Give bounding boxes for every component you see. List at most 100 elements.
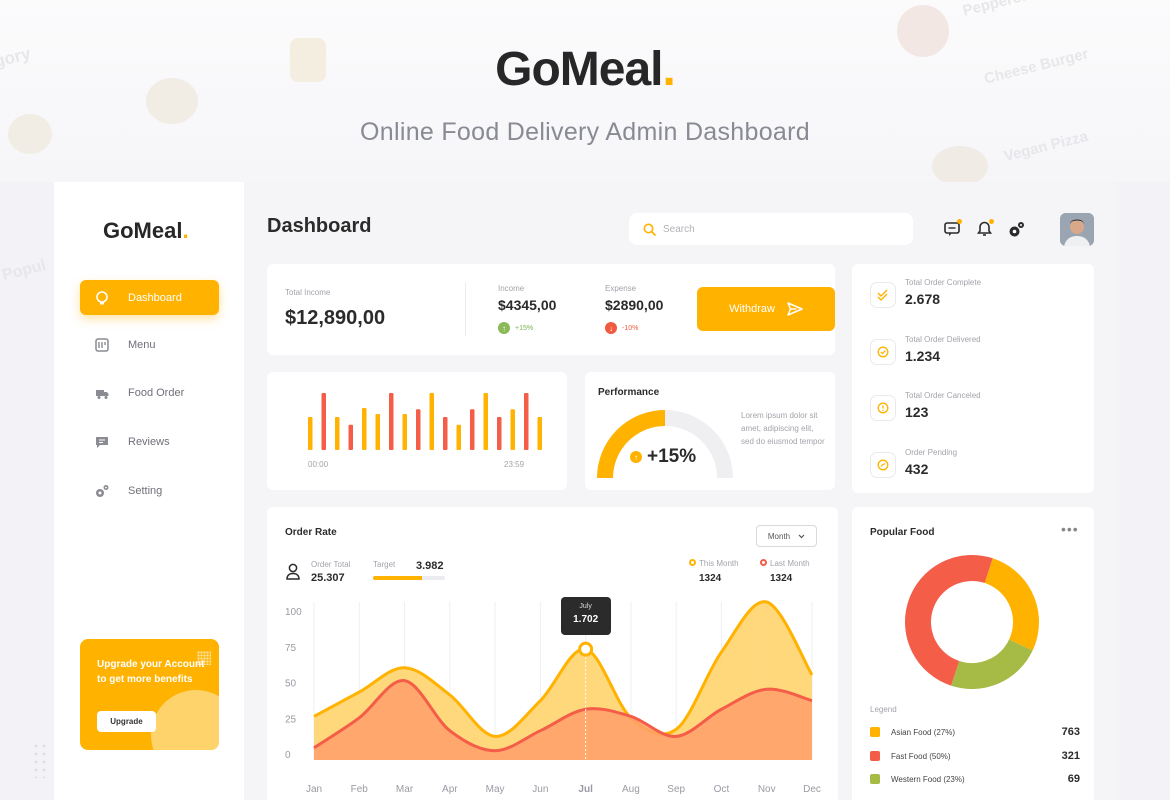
expense-value: $2890,00 [605, 297, 664, 313]
x-tick-label: Jan [306, 784, 322, 795]
income-divider [465, 282, 466, 336]
hourly-bar [510, 409, 515, 450]
stat-order-delivered: Total Order Delivered 1.234 [870, 335, 1070, 379]
hourly-bar [308, 417, 313, 450]
hourly-bar [321, 393, 326, 450]
legend-item-western: Western Food (23%) 69 [870, 773, 1080, 787]
legend-swatch [870, 774, 880, 784]
y-tick-label: 0 [285, 750, 291, 761]
donut-slice [905, 554, 1039, 689]
arrow-down-icon: ↓ [605, 322, 617, 334]
arrow-up-icon: ↑ [630, 451, 647, 463]
hourly-bar [443, 417, 448, 450]
target-value: 3.982 [416, 560, 444, 572]
legend-swatch [870, 751, 880, 761]
sidebar-item-food-order[interactable]: Food Order [80, 375, 219, 410]
hourly-bar [362, 408, 367, 450]
y-tick-label: 100 [285, 607, 302, 618]
stat-order-canceled: Total Order Canceled 123 [870, 391, 1070, 435]
x-tick-label: Sep [667, 784, 685, 795]
legend-dot-icon [760, 559, 767, 566]
bars-start-label: 00:00 [308, 460, 329, 469]
search-input[interactable]: Search [663, 223, 695, 235]
avatar[interactable] [1060, 213, 1094, 246]
legend-dot-icon [689, 559, 696, 566]
gear-icon[interactable] [1007, 220, 1025, 238]
x-tick-label: Dec [803, 784, 821, 795]
legend-name: Western Food (23%) [891, 775, 965, 784]
total-income-value: $12,890,00 [285, 307, 386, 329]
order-rate-card: Order Rate Order Total 25.307 Target 3.9… [267, 507, 838, 800]
search-bar[interactable]: Search [629, 213, 913, 245]
performance-gauge [597, 410, 733, 479]
stat-order-pending: Order Pending 432 [870, 448, 1070, 492]
stat-value: 1.234 [905, 348, 941, 364]
this-month-value: 1324 [699, 573, 722, 584]
highlight-point [578, 641, 594, 657]
income-value: $4345,00 [498, 297, 557, 313]
decor-word: Popul [0, 256, 48, 285]
popular-food-donut [905, 554, 1039, 689]
search-icon [643, 223, 656, 236]
notification-dot [957, 219, 962, 224]
x-tick-label: Feb [351, 784, 369, 795]
hourly-bars-card: 00:00 23:59 [267, 372, 567, 490]
decor-word: Pepperoni [961, 0, 1037, 20]
sidebar-item-label: Reviews [128, 435, 170, 448]
popular-food-title: Popular Food [870, 527, 935, 538]
sidebar: GoMeal. Dashboard Menu Food Order Review… [54, 182, 244, 800]
month-select[interactable]: Month [756, 525, 817, 547]
double-check-icon [870, 282, 896, 308]
legend-swatch [870, 727, 880, 737]
expense-change: ↓ -10% [605, 322, 638, 334]
sidebar-item-setting[interactable]: Setting [80, 473, 219, 508]
decor-pizza [897, 5, 949, 57]
stat-label: Total Order Delivered [905, 335, 981, 344]
hourly-bar [470, 409, 475, 450]
tooltip-value: 1.702 [573, 614, 599, 625]
reviews-icon [95, 435, 109, 449]
performance-value: ↑ +15% [630, 446, 696, 468]
arrow-up-icon: ↑ [498, 322, 510, 334]
withdraw-button[interactable]: Withdraw [697, 287, 835, 331]
x-tick-label: Oct [714, 784, 730, 795]
x-tick-label: Jun [532, 784, 548, 795]
more-icon[interactable]: ••• [1061, 521, 1079, 537]
chat-icon[interactable] [943, 219, 962, 238]
stat-value: 432 [905, 461, 929, 477]
sidebar-item-label: Dashboard [128, 291, 182, 304]
hourly-bar [537, 417, 542, 450]
legend-item-asian: Asian Food (27%) 763 [870, 726, 1080, 740]
decor-cup [290, 38, 326, 82]
decor-burger [146, 78, 198, 124]
chevron-down-icon [798, 534, 805, 539]
user-icon [286, 563, 300, 585]
sidebar-logo[interactable]: GoMeal. [103, 218, 189, 243]
upgrade-button[interactable]: Upgrade [97, 711, 156, 732]
chart-tooltip: July 1.702 [560, 597, 611, 635]
sidebar-item-dashboard[interactable]: Dashboard [80, 280, 219, 315]
sidebar-item-menu[interactable]: Menu [80, 327, 219, 362]
legend-title: Legend [870, 705, 897, 714]
x-tick-label: Nov [758, 784, 776, 795]
total-income-label: Total Income [285, 288, 331, 297]
y-tick-label: 25 [285, 714, 297, 725]
performance-description: Lorem ipsum dolor sit amet, adipiscing e… [741, 411, 825, 446]
hourly-bar-chart [308, 393, 542, 450]
page-title: Dashboard [267, 215, 372, 237]
legend-name: Fast Food (50%) [891, 752, 951, 761]
notification-dot [989, 219, 994, 224]
sidebar-item-reviews[interactable]: Reviews [80, 424, 219, 459]
stat-label: Order Pending [905, 448, 958, 457]
sidebar-item-label: Setting [128, 484, 163, 497]
food-order-icon [95, 386, 109, 400]
stat-label: Total Order Canceled [905, 391, 981, 400]
expense-label: Expense [605, 284, 637, 293]
legend-value: 69 [1067, 773, 1080, 785]
popular-food-card: Popular Food ••• Legend [852, 507, 1094, 800]
income-label: Income [498, 284, 525, 293]
last-month-value: 1324 [770, 573, 793, 584]
hourly-bar [483, 393, 488, 450]
upgrade-text: Upgrade your Account to get more benefit… [97, 659, 205, 685]
bell-icon[interactable] [975, 219, 994, 238]
